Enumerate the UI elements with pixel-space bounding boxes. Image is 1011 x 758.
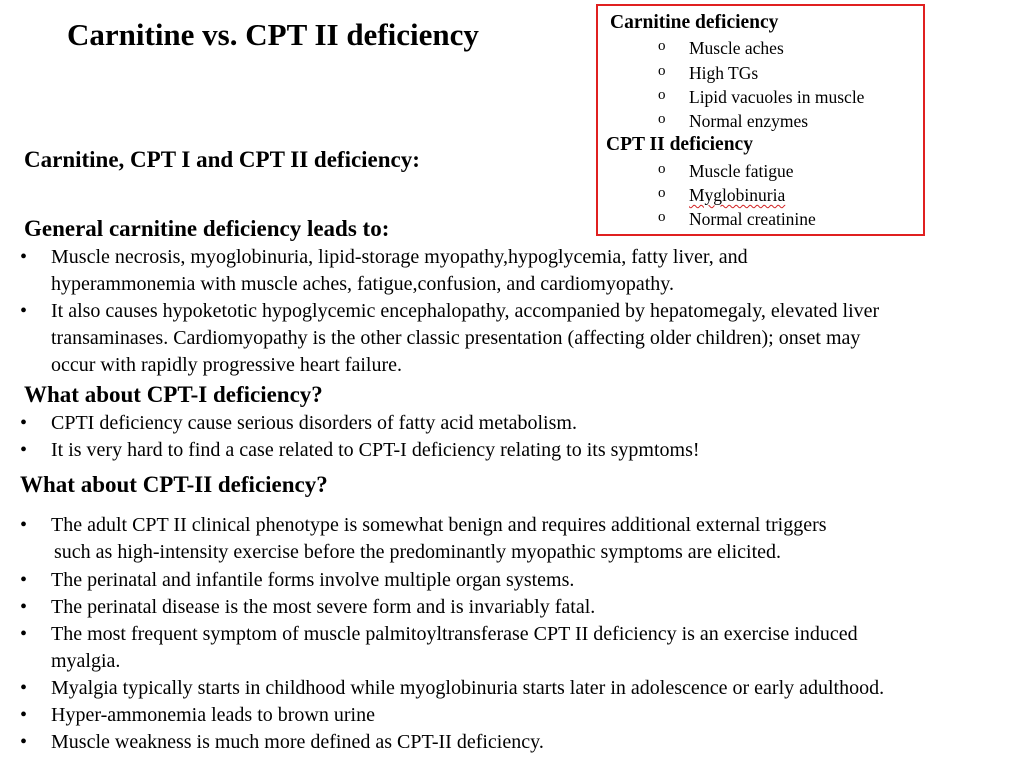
- bullet: •: [20, 704, 28, 726]
- bullet: o: [658, 87, 666, 103]
- bullet: o: [658, 185, 666, 201]
- bullet: •: [20, 596, 28, 618]
- bullet: o: [658, 111, 666, 127]
- cpt1-heading: What about CPT-I deficiency?: [24, 382, 323, 407]
- bullet: •: [20, 677, 28, 699]
- page-title: Carnitine vs. CPT II deficiency: [67, 17, 479, 52]
- bullet: o: [658, 38, 666, 54]
- bullet: o: [658, 63, 666, 79]
- bullet: •: [20, 731, 28, 753]
- bullet: •: [20, 623, 28, 645]
- bullet: •: [20, 569, 28, 591]
- bullet: o: [658, 161, 666, 177]
- cpt2-heading: CPT II deficiency: [606, 134, 753, 155]
- bullet: •: [20, 439, 28, 461]
- bullet: •: [20, 514, 28, 536]
- bullet: •: [20, 300, 28, 322]
- cpt2-section-heading: What about CPT-II deficiency?: [20, 472, 328, 497]
- comparison-box: Carnitine deficiency o Muscle aches o High…: [596, 4, 925, 236]
- bullet: •: [20, 412, 28, 434]
- bullet: •: [20, 246, 28, 268]
- subtitle: Carnitine, CPT I and CPT II deficiency:: [24, 147, 420, 172]
- bullet: o: [658, 209, 666, 225]
- general-heading: General carnitine deficiency leads to:: [24, 216, 390, 241]
- carnitine-heading: Carnitine deficiency: [610, 12, 779, 33]
